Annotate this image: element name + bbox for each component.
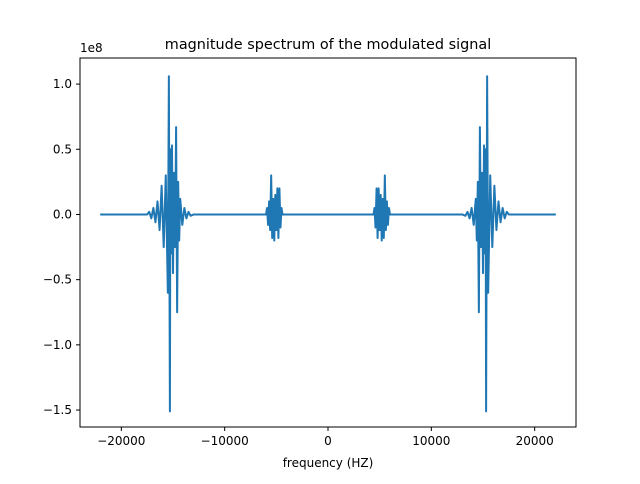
x-tick-label: 20000 [516, 434, 554, 448]
y-tick-label: −0.5 [43, 273, 72, 287]
x-tick-label: 0 [324, 434, 332, 448]
chart-title: magnitude spectrum of the modulated sign… [165, 37, 491, 53]
series-line-0 [100, 75, 556, 413]
y-tick-label: −1.0 [43, 338, 72, 352]
plot-area [100, 75, 556, 413]
y-scale-label: 1e8 [80, 41, 103, 55]
axis-ticks: −20000 −10000 0 10000 20000 −1.5 −1.0 −0.5 0.0 0.… [43, 77, 554, 448]
x-tick-label: −10000 [201, 434, 249, 448]
axes-frame [79, 57, 577, 428]
x-tick-label: 10000 [412, 434, 450, 448]
y-tick-label: −1.5 [43, 403, 72, 417]
y-tick-label: 0.0 [53, 207, 72, 221]
x-tick-label: −20000 [97, 434, 145, 448]
y-tick-label: 0.5 [53, 142, 72, 156]
x-axis-label: frequency (HZ) [283, 456, 374, 470]
y-tick-label: 1.0 [53, 77, 72, 91]
